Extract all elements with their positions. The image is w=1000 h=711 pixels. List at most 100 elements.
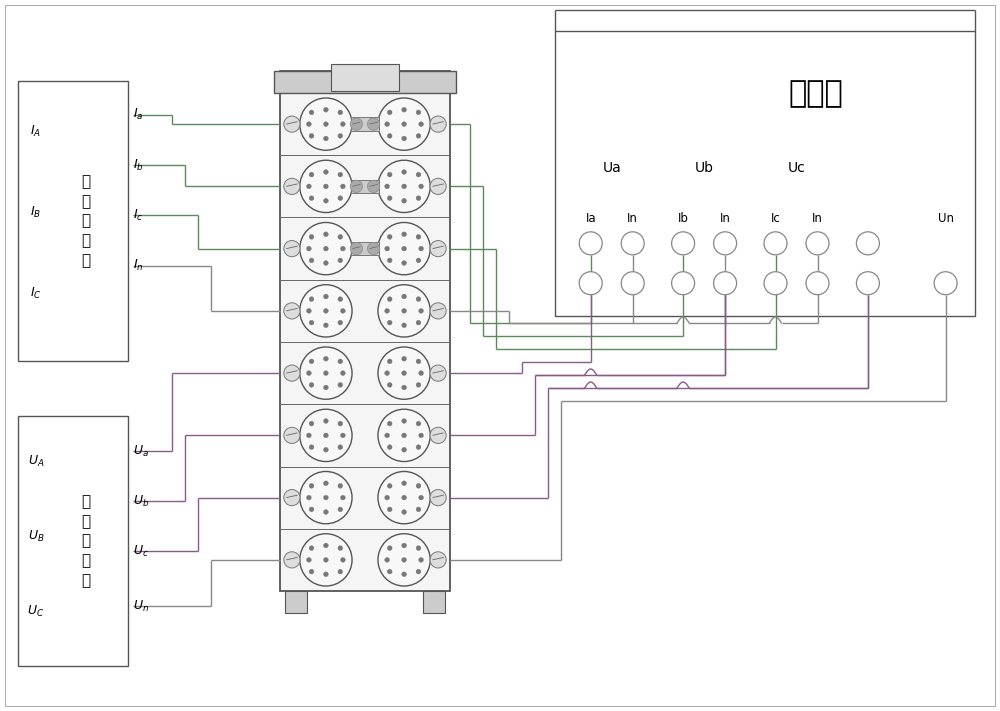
Circle shape <box>324 122 328 127</box>
Circle shape <box>378 160 430 213</box>
Circle shape <box>338 235 343 239</box>
Circle shape <box>324 496 328 500</box>
Circle shape <box>402 370 406 375</box>
Circle shape <box>672 232 695 255</box>
Circle shape <box>387 258 392 263</box>
Circle shape <box>402 309 406 314</box>
Circle shape <box>430 365 446 381</box>
Circle shape <box>430 178 446 195</box>
Circle shape <box>324 246 328 251</box>
Circle shape <box>387 383 392 387</box>
Circle shape <box>324 107 328 112</box>
Circle shape <box>387 445 392 449</box>
Circle shape <box>402 170 406 174</box>
Circle shape <box>309 359 314 364</box>
Circle shape <box>284 116 300 132</box>
Text: $I_b$: $I_b$ <box>133 157 144 173</box>
Circle shape <box>387 110 392 114</box>
Circle shape <box>419 184 423 188</box>
Circle shape <box>300 410 352 461</box>
Circle shape <box>309 134 314 138</box>
Text: In: In <box>812 213 823 225</box>
Circle shape <box>402 385 406 390</box>
Circle shape <box>324 572 328 577</box>
Circle shape <box>307 370 311 375</box>
Text: Ib: Ib <box>678 213 689 225</box>
Circle shape <box>338 507 343 512</box>
Circle shape <box>621 232 644 255</box>
Circle shape <box>402 246 406 251</box>
Circle shape <box>350 118 363 130</box>
Circle shape <box>402 261 406 265</box>
Circle shape <box>284 178 300 195</box>
Circle shape <box>402 433 406 438</box>
Circle shape <box>416 172 421 177</box>
Circle shape <box>324 198 328 203</box>
Circle shape <box>338 172 343 177</box>
Bar <box>351 117 379 131</box>
Circle shape <box>806 232 829 255</box>
Circle shape <box>341 433 345 438</box>
Circle shape <box>402 107 406 112</box>
Circle shape <box>416 445 421 449</box>
Text: $U_a$: $U_a$ <box>133 444 149 459</box>
Text: Uc: Uc <box>788 161 805 175</box>
Circle shape <box>338 110 343 114</box>
Text: Ua: Ua <box>602 161 621 175</box>
Text: 电
压
互
感
器: 电 压 互 感 器 <box>82 494 91 588</box>
Circle shape <box>378 347 430 400</box>
Text: $U_n$: $U_n$ <box>133 599 149 614</box>
Circle shape <box>309 445 314 449</box>
Circle shape <box>284 240 300 257</box>
Circle shape <box>416 235 421 239</box>
Circle shape <box>309 196 314 201</box>
Circle shape <box>324 481 328 486</box>
Circle shape <box>341 309 345 314</box>
Circle shape <box>350 180 363 193</box>
Text: 电能表: 电能表 <box>788 79 843 108</box>
Circle shape <box>430 427 446 444</box>
Bar <box>331 65 399 91</box>
Circle shape <box>324 309 328 314</box>
Circle shape <box>387 296 392 301</box>
Text: $I_n$: $I_n$ <box>133 258 144 273</box>
Circle shape <box>338 134 343 138</box>
Circle shape <box>402 447 406 452</box>
Circle shape <box>309 383 314 387</box>
Circle shape <box>387 507 392 512</box>
Circle shape <box>416 570 421 574</box>
Circle shape <box>402 323 406 328</box>
Bar <box>18 81 128 361</box>
Circle shape <box>385 433 389 438</box>
Circle shape <box>387 196 392 201</box>
Circle shape <box>309 296 314 301</box>
Circle shape <box>714 272 737 295</box>
Circle shape <box>419 557 423 562</box>
Circle shape <box>387 421 392 426</box>
Circle shape <box>338 383 343 387</box>
Circle shape <box>934 272 957 295</box>
Circle shape <box>284 427 300 444</box>
Circle shape <box>416 383 421 387</box>
Circle shape <box>672 272 695 295</box>
Circle shape <box>300 284 352 337</box>
Circle shape <box>300 347 352 400</box>
Circle shape <box>856 272 879 295</box>
Circle shape <box>419 370 423 375</box>
Circle shape <box>402 419 406 423</box>
Circle shape <box>309 235 314 239</box>
Circle shape <box>416 196 421 201</box>
Bar <box>351 180 379 193</box>
Circle shape <box>806 272 829 295</box>
Circle shape <box>324 419 328 423</box>
Circle shape <box>284 552 300 568</box>
Circle shape <box>378 98 430 150</box>
Circle shape <box>378 534 430 586</box>
Text: $U_B$: $U_B$ <box>28 528 44 543</box>
Circle shape <box>338 320 343 325</box>
Text: $I_C$: $I_C$ <box>30 287 42 301</box>
Circle shape <box>387 172 392 177</box>
Circle shape <box>309 110 314 114</box>
Circle shape <box>338 196 343 201</box>
Circle shape <box>338 359 343 364</box>
